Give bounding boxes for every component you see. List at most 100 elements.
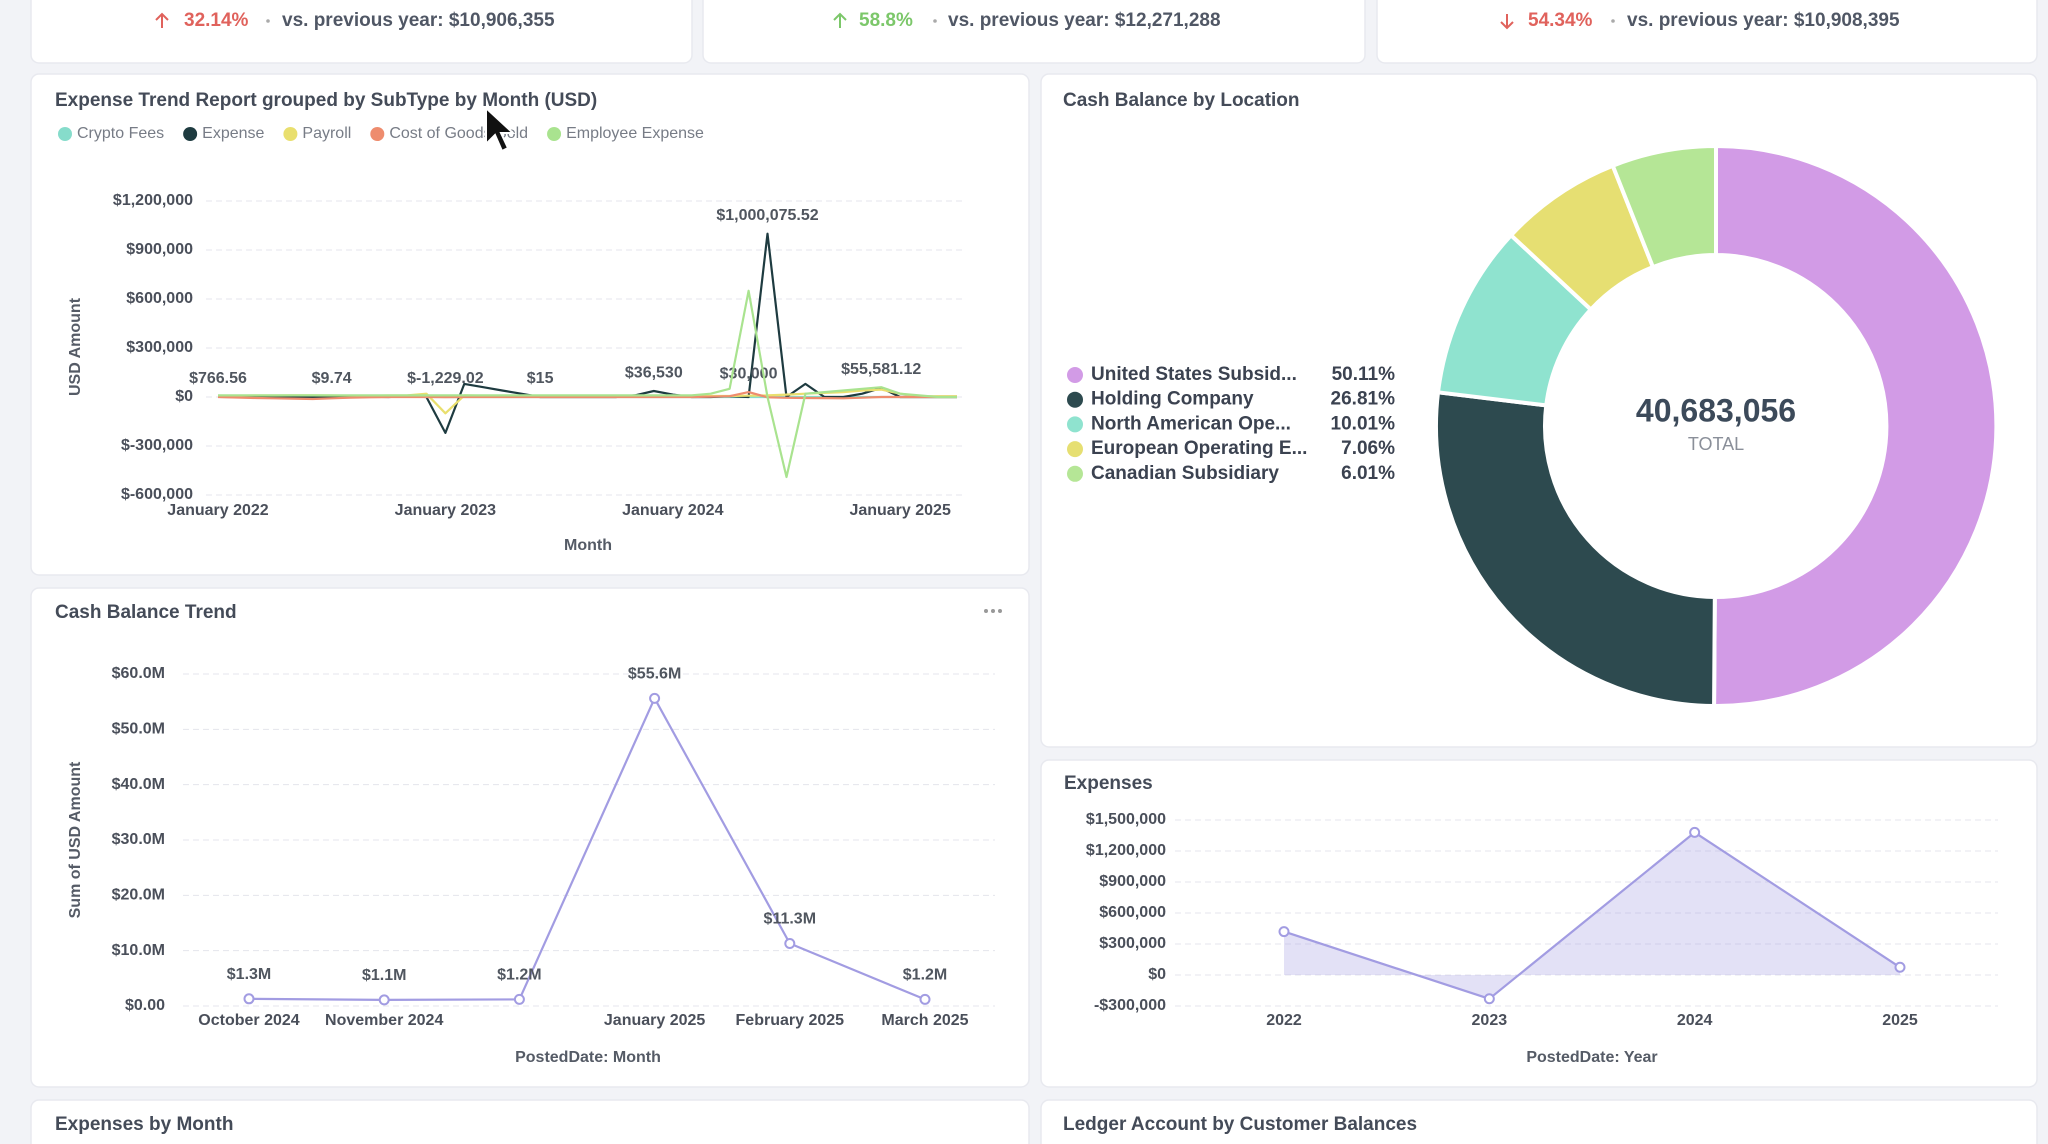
legend-swatch <box>1067 441 1083 458</box>
point <box>1278 926 1290 938</box>
point <box>1894 961 1906 973</box>
data-label: $1.3M <box>227 966 271 983</box>
data-label: $-1,229.02 <box>407 370 484 387</box>
kpi-change: 32.14% <box>184 10 249 31</box>
legend-value: 26.81% <box>1331 389 1396 410</box>
legend-label: Employee Expense <box>566 125 704 142</box>
chart-card <box>1040 1099 2038 1144</box>
kpi-change: 58.8% <box>859 10 913 31</box>
x-tick-label: March 2025 <box>881 1012 968 1029</box>
y-axis-title: Sum of USD Amount <box>67 761 84 918</box>
data-label: $30,000 <box>720 365 778 382</box>
line <box>1283 831 1901 1000</box>
legend-label: Crypto Fees <box>77 125 164 142</box>
y-tick-label: $900,000 <box>1099 873 1166 890</box>
x-tick-label: October 2024 <box>198 1012 299 1029</box>
menu-dot[interactable] <box>998 609 1002 613</box>
legend-swatch <box>370 127 385 141</box>
menu-dot[interactable] <box>991 609 995 613</box>
x-tick-label: January 2024 <box>622 502 724 519</box>
kpi-comparison: vs. previous year: $12,271,288 <box>948 10 1221 31</box>
legend-value: 10.01% <box>1331 413 1396 434</box>
up-arrow <box>833 12 847 28</box>
data-label: $55,581.12 <box>841 361 921 378</box>
legend-label: United States Subsid... <box>1091 364 1297 385</box>
point <box>1689 826 1701 838</box>
y-tick-label: $-600,000 <box>121 486 193 503</box>
data-label: $36,530 <box>625 364 683 381</box>
y-tick-label: $1,200,000 <box>113 192 193 209</box>
kpi-card <box>1376 0 2038 64</box>
separator <box>1611 19 1615 23</box>
kpi-card <box>30 0 693 64</box>
x-tick-label: January 2022 <box>167 502 269 519</box>
x-tick-label: January 2025 <box>604 1012 706 1029</box>
separator <box>933 19 937 23</box>
point <box>243 993 255 1005</box>
x-tick-label: February 2025 <box>736 1012 845 1029</box>
x-tick-label: November 2024 <box>325 1012 443 1029</box>
line <box>248 697 926 1001</box>
donut-total-label: TOTAL <box>1688 434 1744 454</box>
chart-card <box>30 587 1030 1088</box>
chart-title: Cash Balance Trend <box>55 602 237 623</box>
kpi-card <box>702 0 1366 64</box>
line <box>218 289 957 479</box>
y-tick-label: $0 <box>175 388 193 405</box>
down-arrow <box>1500 14 1514 30</box>
point <box>1483 993 1495 1005</box>
legend-swatch <box>183 127 198 141</box>
donut-total: 40,683,056 <box>1636 392 1796 428</box>
up-arrow <box>155 12 169 28</box>
legend-swatch <box>1067 367 1083 383</box>
legend-label: European Operating E... <box>1091 438 1307 459</box>
legend-swatch <box>1067 416 1083 433</box>
donut-slice <box>1610 143 1718 270</box>
separator <box>266 19 270 23</box>
panel-title: Expenses by Month <box>55 1114 233 1135</box>
mouse-cursor <box>485 105 516 153</box>
point <box>378 994 390 1006</box>
x-axis-title: PostedDate: Year <box>1526 1049 1657 1066</box>
x-tick-label: January 2023 <box>395 502 497 519</box>
x-tick-label: 2024 <box>1677 1012 1713 1029</box>
point <box>513 993 525 1005</box>
y-tick-label: $20.0M <box>112 887 165 904</box>
kpi-change: 54.34% <box>1528 10 1593 31</box>
y-tick-label: $50.0M <box>112 721 165 738</box>
x-axis-title: PostedDate: Month <box>515 1049 661 1066</box>
y-tick-label: $600,000 <box>1099 904 1166 921</box>
donut-slice <box>1712 143 1999 708</box>
menu-dot[interactable] <box>984 609 988 613</box>
x-tick-label: 2022 <box>1266 1012 1302 1029</box>
point <box>784 937 796 949</box>
y-tick-label: $30.0M <box>112 831 165 848</box>
y-tick-label: $60.0M <box>112 665 165 682</box>
legend-swatch <box>283 127 298 141</box>
data-label: $1.2M <box>903 967 947 984</box>
point <box>919 993 931 1005</box>
x-tick-label: 2025 <box>1882 1012 1918 1029</box>
data-label: $15 <box>527 370 554 387</box>
data-label: $1.2M <box>497 967 541 984</box>
legend-swatch <box>1067 391 1083 408</box>
chart-card <box>30 1099 1030 1144</box>
y-tick-label: $900,000 <box>126 241 193 258</box>
legend-label: Payroll <box>302 125 351 142</box>
kpi-comparison: vs. previous year: $10,906,355 <box>282 10 555 31</box>
menu-button[interactable] <box>984 609 1002 613</box>
y-tick-label: $40.0M <box>112 776 165 793</box>
y-tick-label: $1,500,000 <box>1086 811 1166 828</box>
data-label: $11.3M <box>764 911 816 928</box>
legend-label: North American Ope... <box>1091 413 1291 434</box>
legend-value: 6.01% <box>1341 463 1395 484</box>
y-axis-title: USD Amount <box>67 297 84 396</box>
charts: $-600,000 $-300,000 $0 $300,000 $600,000 $900… <box>58 125 1999 1029</box>
chart-title: Cash Balance by Location <box>1063 90 1300 111</box>
x-tick-label: January 2025 <box>849 502 951 519</box>
donut-slice <box>1434 390 1717 709</box>
kpi-comparison: vs. previous year: $10,908,395 <box>1627 10 1900 31</box>
legend-label: Expense <box>202 125 264 142</box>
